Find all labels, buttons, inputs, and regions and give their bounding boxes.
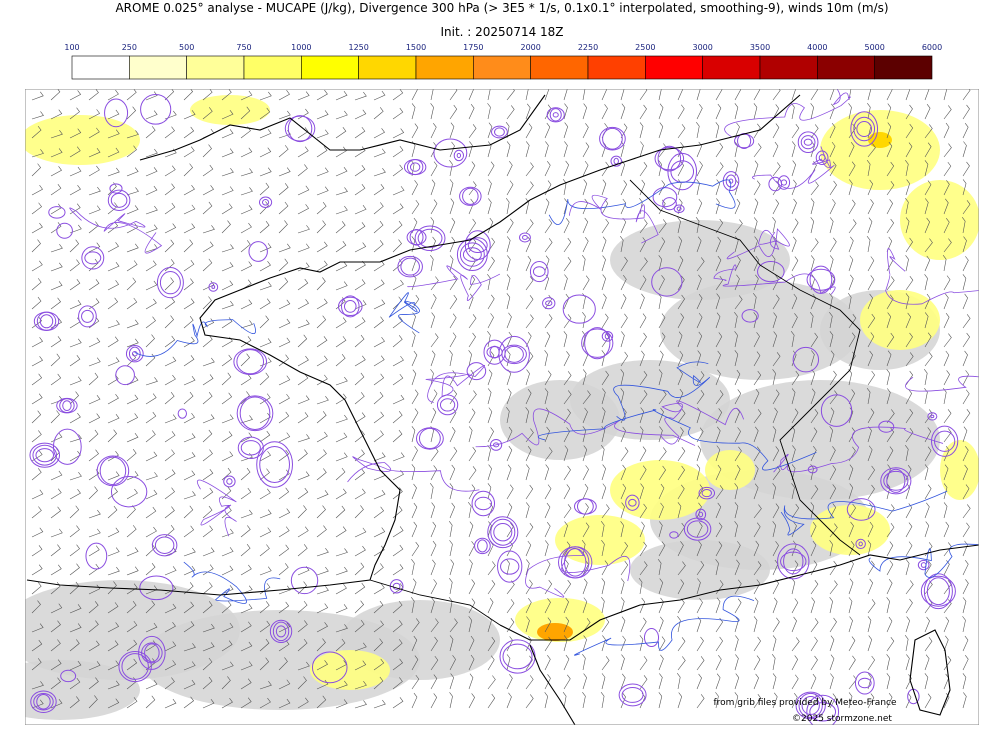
colorbar-box [129, 56, 186, 79]
colorbar-box [473, 56, 530, 79]
colorbar-label: 100 [64, 43, 79, 52]
cape-area [705, 450, 755, 490]
colorbar-box [875, 56, 932, 79]
colorbar-box [645, 56, 702, 79]
colorbar-box [244, 56, 301, 79]
colorbar-label: 2250 [578, 43, 598, 52]
cape-area [310, 650, 390, 690]
colorbar-label: 1250 [348, 43, 368, 52]
colorbar-label: 3000 [692, 43, 712, 52]
colorbar-label: 1750 [463, 43, 483, 52]
colorbar-label: 1000 [291, 43, 311, 52]
cape-area [20, 115, 140, 165]
colorbar-box [703, 56, 760, 79]
cape-area [555, 515, 645, 565]
colorbar-label: 1500 [406, 43, 426, 52]
colorbar-label: 3500 [750, 43, 770, 52]
title: AROME 0.025° analyse - MUCAPE (J/kg), Di… [115, 1, 888, 15]
colorbar-label: 500 [179, 43, 194, 52]
colorbar-label: 2000 [520, 43, 540, 52]
colorbar-label: 6000 [922, 43, 942, 52]
colorbar-label: 750 [236, 43, 251, 52]
colorbar-box [72, 56, 129, 79]
colorbar-box [531, 56, 588, 79]
cape-area [900, 180, 980, 260]
colorbar-label: 250 [122, 43, 137, 52]
credit-site: ©2025 stormzone.net [792, 714, 892, 724]
colorbar-box [760, 56, 817, 79]
colorbar-box [416, 56, 473, 79]
colorbar-label: 2500 [635, 43, 655, 52]
cape-core [537, 623, 573, 641]
colorbar-box [588, 56, 645, 79]
cape-area [190, 95, 270, 125]
colorbar-label: 4000 [807, 43, 827, 52]
map [0, 84, 1005, 728]
stable-area [500, 380, 620, 460]
colorbar-box [359, 56, 416, 79]
colorbar-box [301, 56, 358, 79]
colorbar: 100 250 500 750 1000 1250 1500 1750 2000 2250 2500… [64, 43, 942, 79]
cape-area [820, 110, 940, 190]
colorbar-box [817, 56, 874, 79]
colorbar-box [187, 56, 244, 79]
credit-source: from grib files provided by Meteo-France [713, 698, 896, 708]
colorbar-label: 5000 [864, 43, 884, 52]
subtitle: Init. : 20250714 18Z [440, 25, 563, 39]
